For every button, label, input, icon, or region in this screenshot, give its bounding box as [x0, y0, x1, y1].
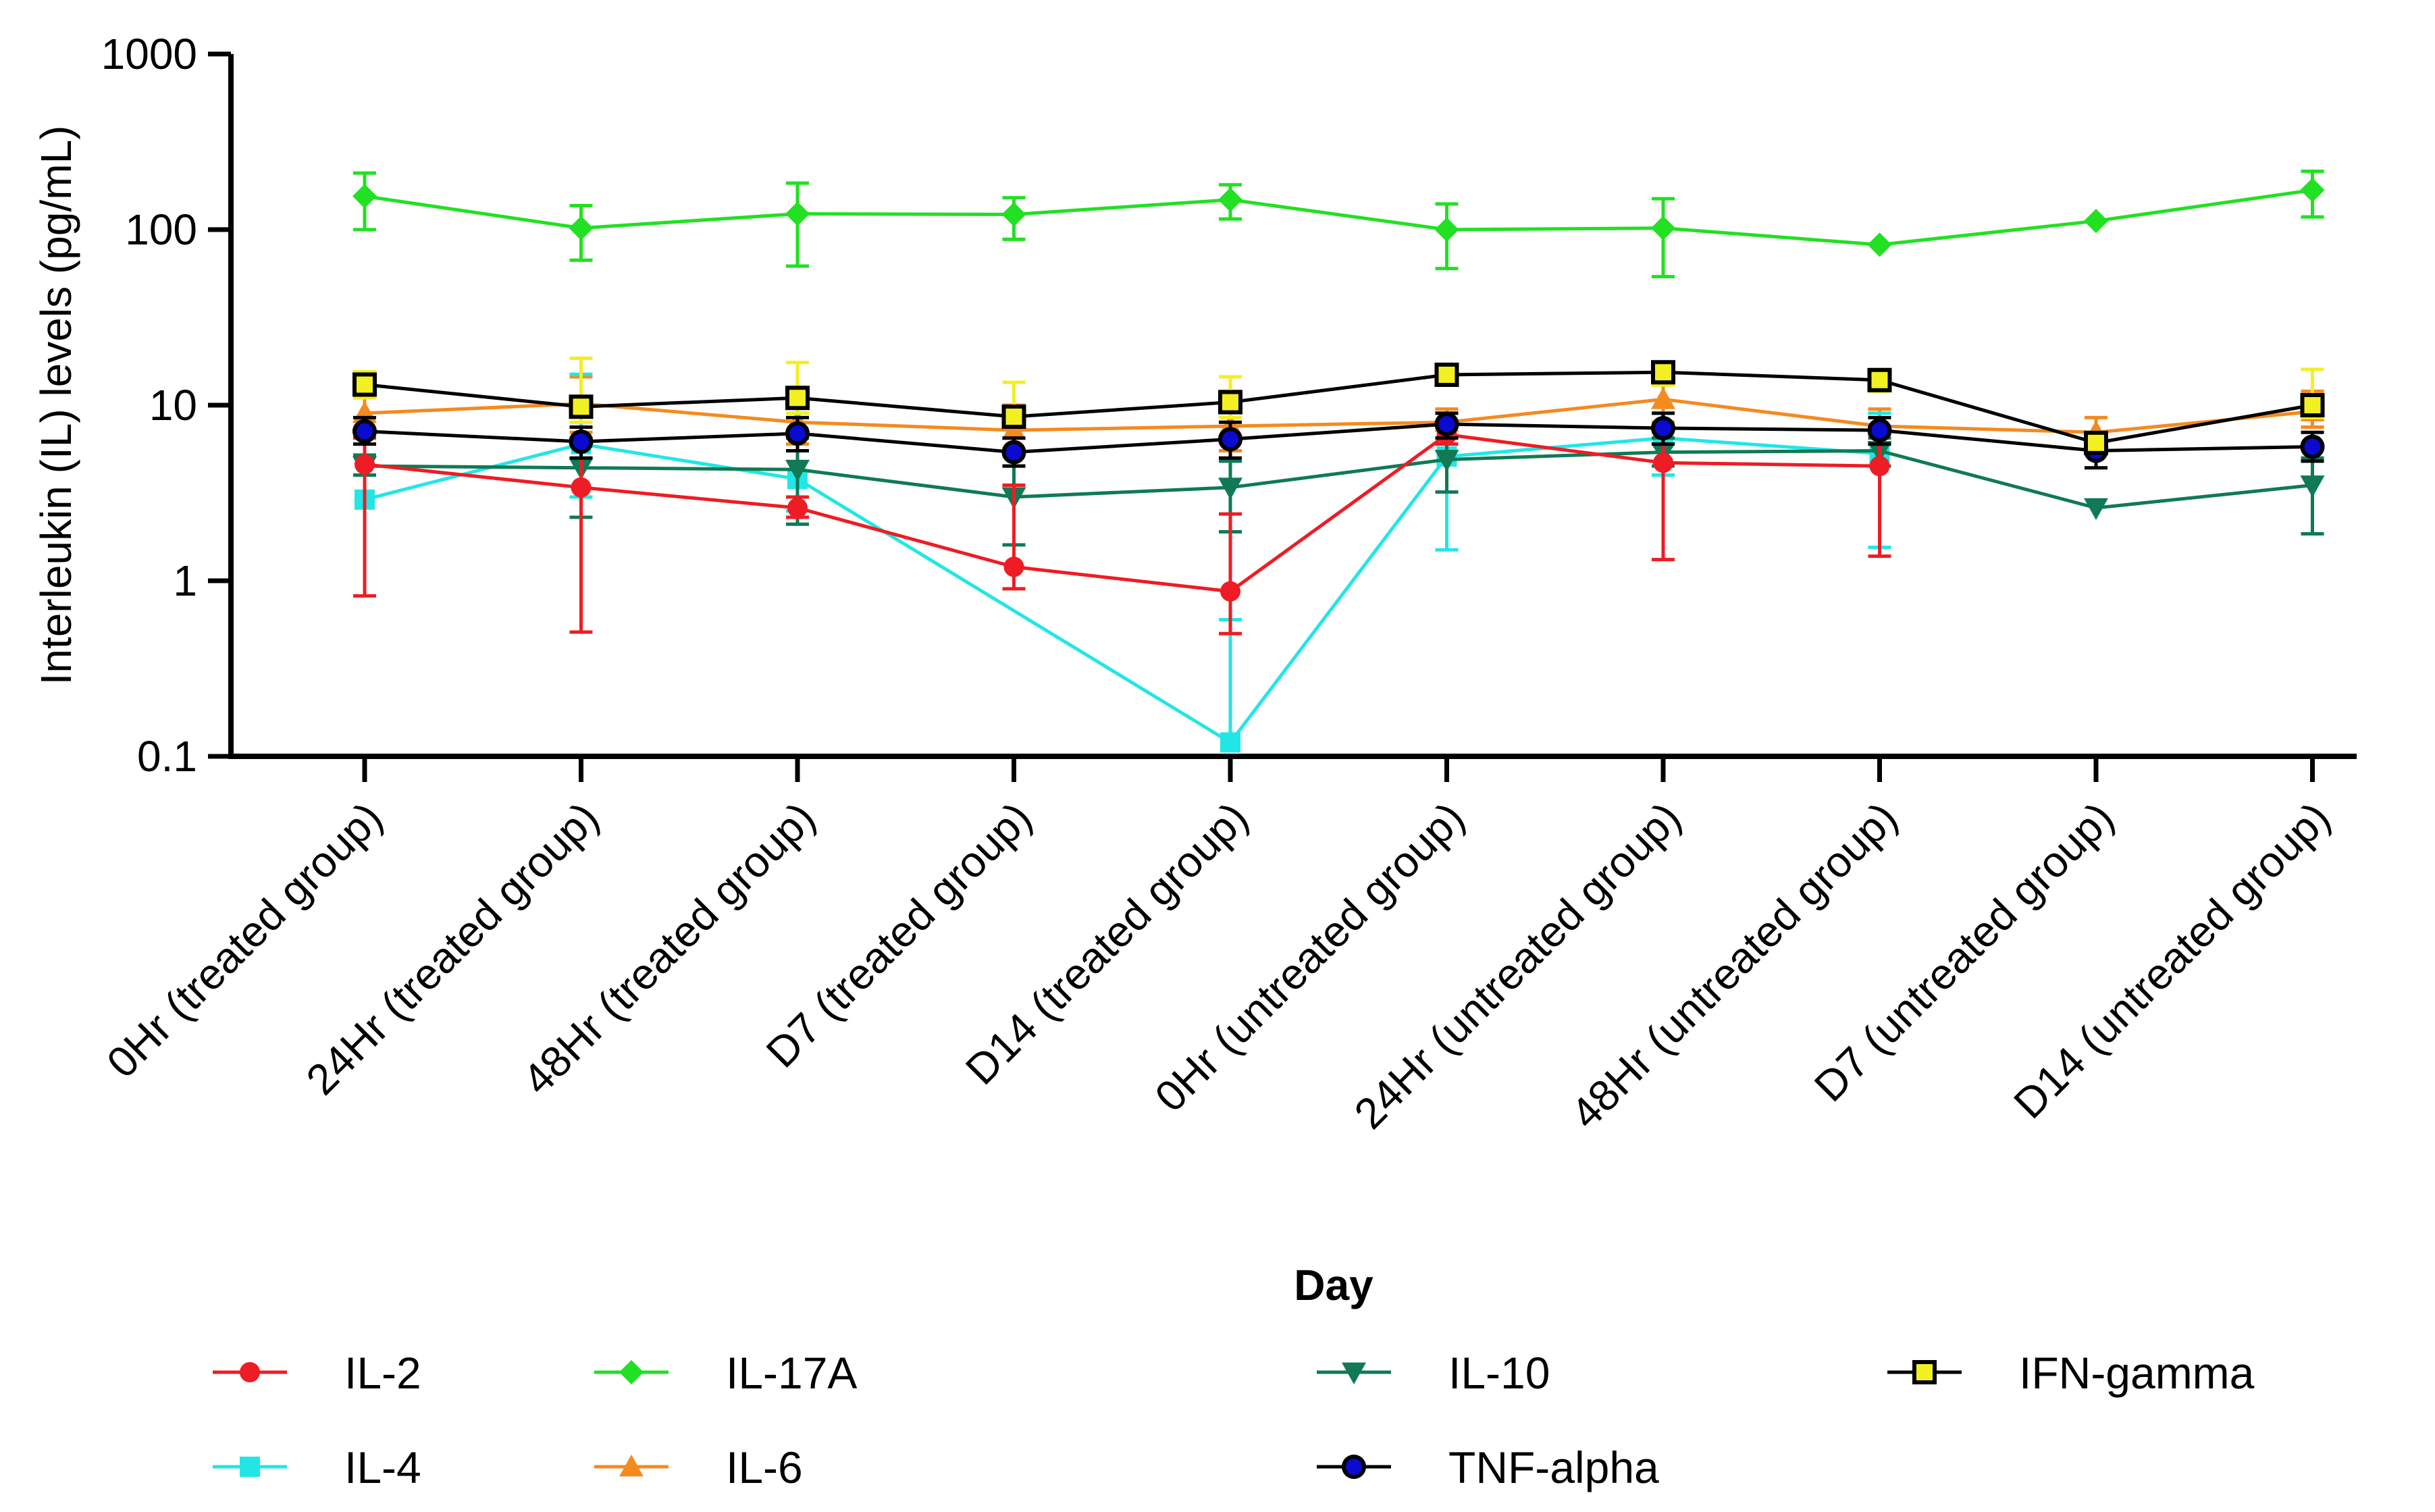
- y-tick-label-0: 0.1: [137, 732, 197, 781]
- series-line-il-10: [364, 449, 2313, 510]
- legend-label-il-6: IL-6: [726, 1442, 803, 1492]
- data-point-il-17a-4: [1218, 187, 1242, 212]
- data-point-tnf-alpha-4: [1218, 427, 1242, 452]
- data-point-ifn-gamma-5: [1434, 362, 1459, 387]
- data-point-il-17a-2: [785, 201, 810, 226]
- data-point-il-10-9: [2300, 475, 2325, 498]
- y-ticks: 0.1 1 10 100 1000: [101, 30, 231, 781]
- legend-label-il-10: IL-10: [1448, 1348, 1550, 1398]
- data-point-il-17a-8: [2084, 209, 2108, 234]
- legend-item-il-2: IL-2: [213, 1348, 421, 1398]
- x-ticks: 0Hr (treated group)24Hr (treated group)4…: [97, 756, 2339, 1138]
- y-tick-label-4: 1000: [101, 30, 197, 78]
- data-point-ifn-gamma-6: [1651, 360, 1675, 385]
- data-point-il-10-8: [2084, 498, 2108, 521]
- series-line-tnf-alpha: [364, 422, 2313, 454]
- legend-label-tnf-alpha: TNF-alpha: [1448, 1442, 1659, 1492]
- data-point-il-17a-6: [1651, 215, 1675, 240]
- data-point-tnf-alpha-0: [352, 419, 377, 444]
- x-axis-title: Day: [1294, 1261, 1373, 1309]
- data-point-il-2-7: [1869, 456, 1890, 477]
- data-point-tnf-alpha-7: [1867, 418, 1892, 443]
- legend-marker-ifn-gamma: [1912, 1360, 1937, 1384]
- legend-marker-il-4: [240, 1457, 260, 1477]
- data-point-il-6-3: [1001, 418, 1026, 440]
- legend-label-il-17a: IL-17A: [726, 1348, 857, 1398]
- data-point-il-4-4: [1220, 732, 1240, 753]
- legend-label-il-4: IL-4: [344, 1442, 421, 1492]
- data-point-tnf-alpha-9: [2300, 434, 2325, 459]
- data-point-il-17a-0: [352, 184, 377, 209]
- data-point-ifn-gamma-2: [785, 386, 810, 411]
- data-point-il-2-1: [571, 477, 592, 498]
- y-tick-label-1: 1: [173, 556, 197, 605]
- legend-marker-il-2: [240, 1362, 260, 1382]
- data-point-tnf-alpha-1: [569, 429, 594, 454]
- legend-item-tnf-alpha: TNF-alpha: [1317, 1442, 1659, 1492]
- series-il-2: [353, 424, 1891, 635]
- data-point-ifn-gamma-7: [1867, 367, 1892, 392]
- legend-item-il-4: IL-4: [213, 1442, 421, 1492]
- data-point-il-2-3: [1003, 556, 1024, 577]
- data-point-tnf-alpha-6: [1651, 415, 1675, 440]
- data-point-il-2-6: [1653, 452, 1673, 473]
- data-point-il-17a-5: [1434, 217, 1459, 242]
- data-point-il-10-5: [1434, 450, 1459, 472]
- data-point-il-17a-3: [1001, 202, 1026, 227]
- data-point-ifn-gamma-1: [569, 394, 594, 419]
- data-point-tnf-alpha-2: [785, 421, 810, 446]
- data-point-tnf-alpha-5: [1434, 412, 1459, 437]
- data-point-ifn-gamma-3: [1001, 405, 1026, 429]
- series-tnf-alpha: [352, 411, 2325, 470]
- data-point-tnf-alpha-3: [1001, 440, 1026, 465]
- data-point-il-6-6: [1651, 387, 1675, 409]
- y-tick-label-2: 10: [149, 381, 197, 429]
- series-ifn-gamma: [352, 357, 2325, 455]
- legend-item-il-6: IL-6: [594, 1442, 803, 1492]
- data-point-il-2-4: [1220, 581, 1240, 602]
- legend: IL-2 IL-17A IL-10 IFN-gamma IL-4 IL-6 TNF-alph…: [213, 1348, 2255, 1492]
- data-point-ifn-gamma-4: [1218, 390, 1242, 415]
- data-point-il-17a-9: [2300, 178, 2325, 203]
- series-line-ifn-gamma: [364, 370, 2313, 445]
- legend-label-il-2: IL-2: [344, 1348, 421, 1398]
- data-point-il-10-4: [1218, 477, 1242, 500]
- series-line-il-4: [364, 436, 1880, 745]
- series-il-17a: [352, 170, 2325, 279]
- legend-marker-il-10: [1342, 1362, 1366, 1384]
- data-point-il-2-0: [355, 454, 375, 475]
- series-line-il-2: [364, 432, 1880, 594]
- data-point-ifn-gamma-9: [2300, 393, 2325, 417]
- legend-marker-il-6: [619, 1455, 644, 1477]
- legend-label-ifn-gamma: IFN-gamma: [2019, 1348, 2255, 1398]
- y-axis-title: Interleukin (IL) levels (pg/mL): [32, 126, 80, 685]
- series-line-il-6: [364, 397, 2313, 434]
- legend-item-il-10: IL-10: [1317, 1348, 1550, 1398]
- series-line-il-17a: [364, 188, 2313, 246]
- data-point-il-10-2: [785, 459, 810, 482]
- data-point-ifn-gamma-8: [2084, 430, 2108, 455]
- plot-area: [352, 170, 2325, 753]
- legend-marker-il-17a: [619, 1360, 644, 1384]
- legend-item-il-17a: IL-17A: [594, 1348, 857, 1398]
- data-point-il-17a-1: [569, 215, 594, 240]
- y-tick-label-3: 100: [125, 205, 197, 254]
- legend-item-ifn-gamma: IFN-gamma: [1887, 1348, 2255, 1398]
- data-point-il-17a-7: [1867, 232, 1892, 257]
- data-point-ifn-gamma-0: [352, 372, 377, 397]
- data-point-il-2-2: [787, 498, 808, 519]
- legend-marker-tnf-alpha: [1342, 1455, 1366, 1479]
